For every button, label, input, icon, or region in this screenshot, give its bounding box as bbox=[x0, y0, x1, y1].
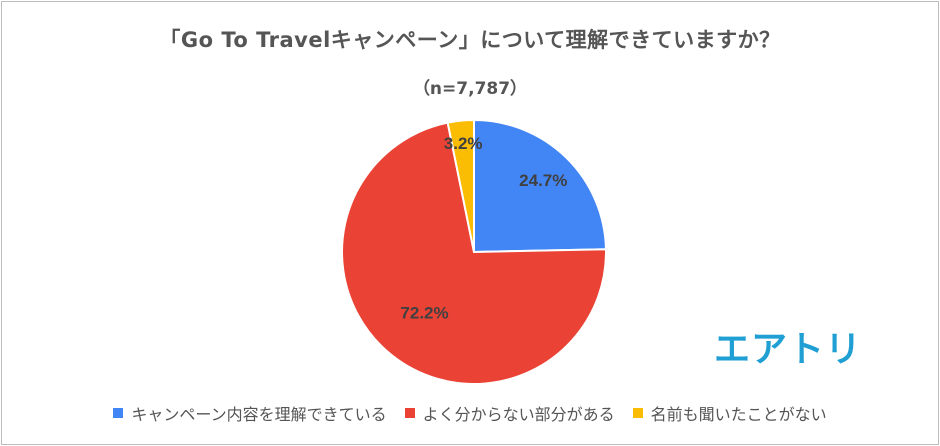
legend-label: キャンペーン内容を理解できている bbox=[131, 405, 387, 424]
slice-never-heard bbox=[446, 118, 475, 253]
data-label: 72.2% bbox=[400, 303, 448, 322]
slice-partly-unclear bbox=[341, 121, 607, 385]
chart-subtitle: （n=7,787） bbox=[412, 79, 528, 99]
legend-label: よく分からない部分がある bbox=[422, 405, 615, 424]
legend-swatch bbox=[404, 408, 415, 418]
legend-swatch bbox=[113, 408, 124, 418]
data-label: 3.2% bbox=[444, 134, 483, 153]
legend-item-understand: キャンペーン内容を理解できている bbox=[113, 401, 387, 425]
legend-item-never-heard: 名前も聞いたことがない bbox=[632, 401, 827, 425]
slice-understand bbox=[473, 118, 607, 254]
chart-legend: キャンペーン内容を理解できている よく分からない部分がある 名前も聞いたことがな… bbox=[2, 401, 938, 425]
chart-title: 「Go To Travelキャンペーン」について理解できていますか？ bbox=[159, 28, 781, 52]
airtrip-logo: エアトリ bbox=[714, 329, 863, 370]
data-label: 24.7% bbox=[519, 171, 567, 190]
legend-swatch bbox=[632, 408, 643, 418]
legend-label: 名前も聞いたことがない bbox=[650, 405, 827, 424]
legend-item-partly-unclear: よく分からない部分がある bbox=[404, 401, 615, 425]
